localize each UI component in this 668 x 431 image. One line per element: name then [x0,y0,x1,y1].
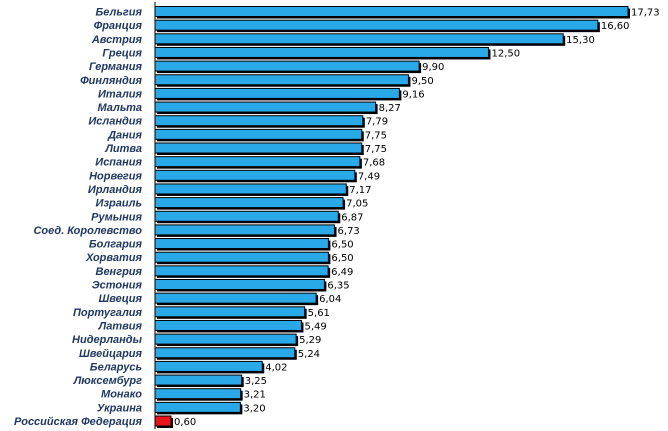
value-label: 6,49 [331,267,353,278]
bar [154,142,363,154]
category-label: Латвия [98,320,143,332]
value-label: 7,75 [365,144,387,155]
bar [154,19,599,31]
value-label: 5,29 [299,335,321,346]
category-label: Финляндия [80,75,142,87]
category-label: Эстония [92,280,143,292]
bar [154,224,336,236]
category-label: Италия [98,88,143,100]
bar [154,415,172,427]
bar [154,197,344,209]
bar [154,46,489,58]
bar [154,87,400,99]
category-label: Австрия [91,34,143,46]
category-label: Португалия [73,307,143,319]
category-label: Испания [95,157,142,169]
value-label: 16,60 [601,21,630,32]
category-label: Исландия [88,116,142,128]
value-label: 8,27 [379,103,401,114]
category-label: Мальта [97,102,142,114]
value-label: 5,24 [298,349,320,360]
bar [154,333,297,345]
bar [154,101,377,113]
bar [154,238,329,250]
category-label: Греция [102,47,142,59]
bar [154,128,363,140]
value-label: 7,79 [366,117,388,128]
category-label: Болгария [89,239,143,251]
value-label: 9,50 [411,76,433,87]
bar [154,279,325,290]
value-label: 3,20 [243,403,265,414]
value-label: 17,73 [631,8,660,19]
bar [154,347,296,359]
bar [154,319,302,331]
category-label: Литва [104,143,142,155]
value-label: 6,87 [341,212,363,223]
bar [154,292,317,304]
bar [154,360,263,372]
category-label: Бельгия [96,7,143,19]
value-label: 6,50 [331,240,353,251]
category-label: Нидерланды [72,334,143,346]
value-label: 5,61 [308,308,330,319]
value-label: 7,17 [349,185,371,196]
value-label: 9,16 [402,89,424,100]
value-label: 9,90 [422,62,444,73]
category-label: Соед. Королевство [33,225,142,237]
bar [154,60,420,72]
bar [154,156,361,168]
value-label: 12,50 [491,48,520,59]
bar [154,6,629,17]
bar [154,251,329,263]
bar [154,169,356,181]
bar [154,388,242,400]
bar [154,210,339,222]
bar [154,33,564,45]
value-label: 6,50 [331,253,353,264]
bar [154,74,409,86]
value-label: 7,75 [365,130,387,141]
category-label: Венгрия [96,266,143,278]
category-label: Украина [97,402,142,414]
value-label: 5,49 [304,321,326,332]
category-label: Германия [89,61,143,73]
bars [154,6,630,428]
value-label: 7,68 [363,158,385,169]
value-label: 3,25 [245,376,267,387]
value-label: 0,60 [174,417,196,428]
category-label: Хорватия [85,252,142,264]
bar [154,183,347,195]
category-label: Швеция [98,293,142,305]
bar [154,265,329,277]
value-label: 7,49 [358,171,380,182]
category-label: Румыния [91,211,142,223]
category-label: Дания [107,129,142,141]
category-label: Израиль [96,198,142,210]
bar [154,306,306,318]
bar [154,401,241,413]
category-label: Российская Федерация [14,416,142,428]
category-label: Ирландия [88,184,143,196]
category-label: Монако [101,389,142,401]
category-label: Люксембург [73,375,142,387]
category-label: Швейцария [79,348,142,360]
category-label: Норвегия [89,170,142,182]
value-label: 15,30 [566,35,595,46]
value-label: 3,21 [244,390,266,401]
bar [154,115,364,127]
category-label: Франция [94,20,143,32]
value-label: 6,73 [338,226,360,237]
value-label: 7,05 [346,199,368,210]
value-label: 4,02 [265,362,287,373]
category-label: Беларусь [90,361,142,373]
value-label: 6,04 [319,294,341,305]
bar [154,374,243,386]
value-label: 6,35 [327,281,349,292]
